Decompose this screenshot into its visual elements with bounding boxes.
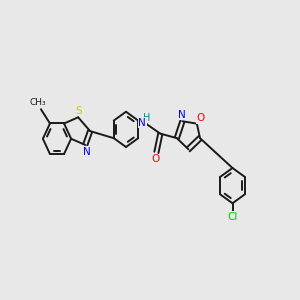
- Text: H: H: [143, 112, 151, 122]
- Text: O: O: [152, 154, 160, 164]
- Text: Cl: Cl: [227, 212, 238, 222]
- Text: S: S: [75, 106, 82, 116]
- Text: O: O: [196, 113, 205, 123]
- Text: N: N: [138, 118, 146, 128]
- Text: CH₃: CH₃: [29, 98, 46, 107]
- Text: N: N: [178, 110, 186, 119]
- Text: N: N: [82, 147, 90, 157]
